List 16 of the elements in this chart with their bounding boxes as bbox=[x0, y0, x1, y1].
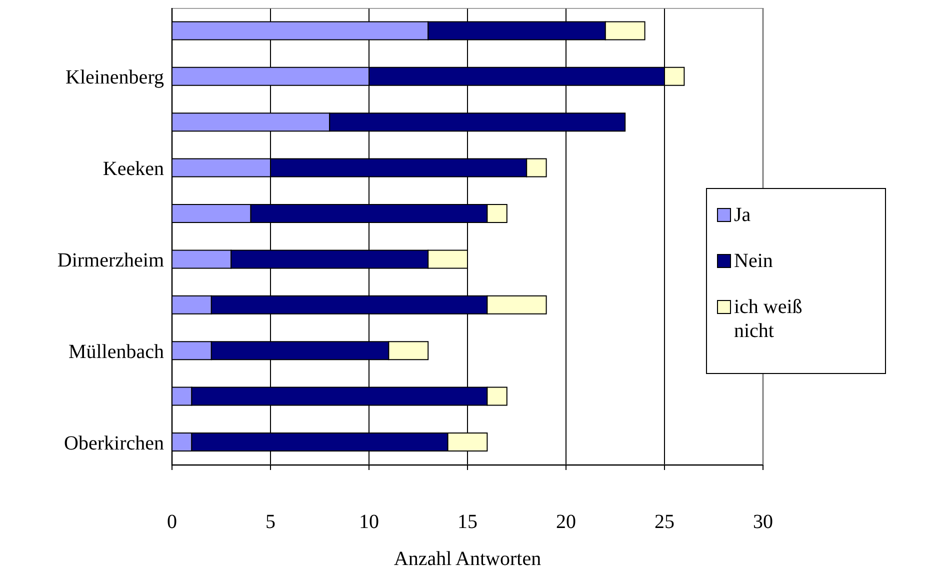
x-tick-label: 20 bbox=[556, 511, 576, 534]
x-tick-label: 0 bbox=[167, 511, 177, 534]
x-tick-label: 10 bbox=[359, 511, 379, 534]
y-tick-label: Dirmerzheim bbox=[57, 249, 164, 272]
x-tick-label: 5 bbox=[266, 511, 276, 534]
x-axis-title: Anzahl Antworten bbox=[394, 548, 542, 570]
y-tick-label: Kleinenberg bbox=[66, 66, 164, 89]
legend-label: Nein bbox=[734, 249, 774, 273]
x-tick-label: 15 bbox=[458, 511, 478, 534]
x-tick-label: 25 bbox=[654, 511, 674, 534]
legend-label: ich weiß nicht bbox=[734, 295, 804, 343]
legend-label: Ja bbox=[734, 203, 752, 227]
x-tick-label: 30 bbox=[753, 511, 773, 534]
y-tick-label: Müllenbach bbox=[68, 340, 164, 363]
y-tick-label: Keeken bbox=[102, 158, 164, 180]
y-tick-label: Oberkirchen bbox=[64, 432, 164, 454]
